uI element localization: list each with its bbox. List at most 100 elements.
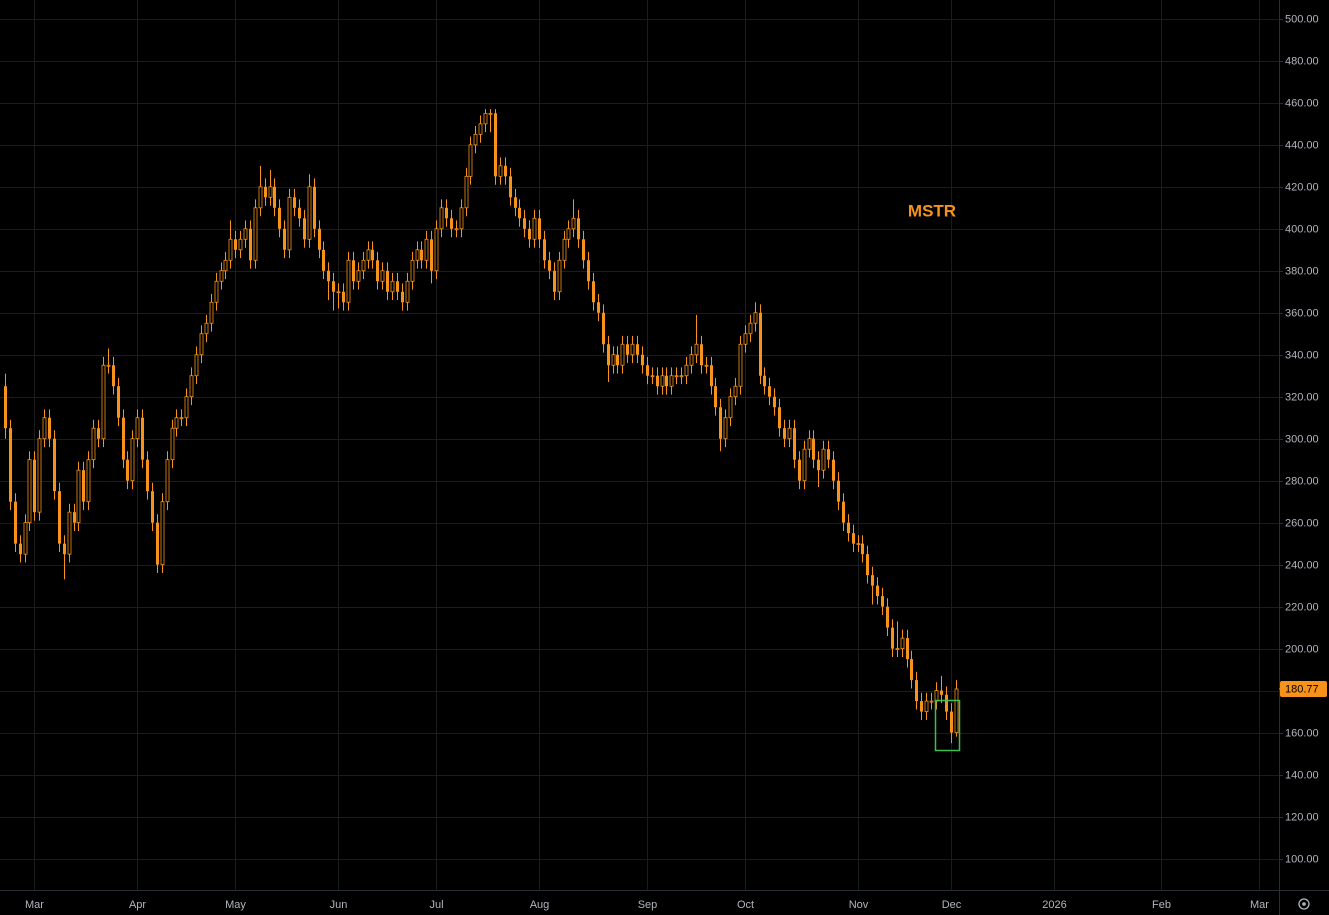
candle-body	[293, 197, 296, 208]
y-tick-label: 160.00	[1285, 727, 1319, 739]
candle-body	[665, 375, 668, 387]
x-tick-label: Nov	[849, 899, 869, 911]
candle-body	[410, 259, 415, 282]
candle-body	[557, 259, 562, 293]
candle-body	[886, 606, 889, 628]
y-tick-label: 140.00	[1285, 769, 1319, 781]
candle-body	[738, 343, 743, 387]
candle-body	[287, 196, 292, 251]
candle-body	[141, 417, 144, 460]
candle-body	[773, 396, 776, 408]
candle-body	[386, 270, 389, 292]
candle-body	[63, 543, 66, 555]
candle-body	[763, 375, 766, 387]
candle-body	[950, 711, 953, 733]
candle-body	[798, 459, 801, 481]
candle-body	[204, 322, 209, 335]
candle-body	[498, 165, 503, 177]
candle-body	[135, 417, 140, 440]
candle-body	[679, 375, 684, 378]
candle-body	[817, 459, 820, 471]
y-tick-label: 340.00	[1285, 349, 1319, 361]
candle-body	[14, 501, 17, 544]
candle-body	[53, 438, 56, 492]
axes: 100.00120.00140.00160.00180.00200.00220.…	[25, 13, 1327, 911]
candle-body	[19, 543, 22, 555]
candle-body	[194, 354, 199, 377]
candle-body	[401, 291, 404, 303]
candle-body	[268, 186, 273, 198]
candle-body	[607, 344, 610, 366]
candle-body	[390, 280, 395, 293]
candle-body	[832, 459, 835, 481]
candle-body	[611, 354, 616, 366]
candle-body	[827, 449, 830, 460]
candle-body	[9, 428, 12, 502]
y-tick-label: 320.00	[1285, 391, 1319, 403]
candle-body	[866, 554, 869, 576]
candle-body	[165, 459, 170, 503]
candle-body	[759, 312, 762, 376]
y-tick-label: 360.00	[1285, 307, 1319, 319]
candle-body	[420, 249, 423, 261]
candle-body	[313, 186, 316, 229]
last-price-label: 180.77	[1285, 683, 1319, 695]
candle-body	[307, 186, 312, 240]
candle-body	[847, 522, 850, 534]
candle-body	[117, 386, 120, 418]
candle-body	[439, 207, 444, 230]
candle-body	[753, 312, 758, 324]
candle-body	[842, 501, 845, 523]
candle-body	[76, 469, 81, 524]
settings-icon[interactable]	[1298, 898, 1310, 910]
candle-body	[73, 512, 76, 523]
candle-body	[656, 375, 659, 387]
candle-body	[669, 375, 674, 387]
candle-body	[700, 344, 703, 366]
candle-body	[494, 113, 497, 177]
y-tick-label: 220.00	[1285, 601, 1319, 613]
y-tick-label: 100.00	[1285, 853, 1319, 865]
candle-body	[543, 239, 546, 261]
candle-body	[929, 700, 934, 703]
candle-body	[714, 386, 717, 408]
candle-body	[298, 207, 301, 219]
x-tick-label: Aug	[530, 899, 550, 911]
candle-body	[283, 228, 286, 250]
x-tick-label: Dec	[942, 899, 962, 911]
candle-body	[674, 375, 679, 378]
x-tick-label: Jun	[330, 899, 348, 911]
candle-body	[518, 207, 521, 219]
candle-body	[577, 218, 580, 240]
candle-body	[430, 239, 433, 271]
candle-body	[532, 217, 537, 240]
y-tick-label: 440.00	[1285, 139, 1319, 151]
candle-body	[733, 385, 738, 398]
candle-body	[101, 364, 106, 440]
candle-body	[264, 186, 267, 198]
y-tick-label: 460.00	[1285, 97, 1319, 109]
candle-body	[332, 281, 335, 292]
candles	[4, 109, 959, 744]
candle-body	[174, 417, 179, 429]
candle-body	[924, 700, 929, 712]
candle-body	[243, 228, 248, 240]
candle-body	[650, 375, 655, 378]
y-tick-label: 500.00	[1285, 13, 1319, 25]
candle-body	[91, 427, 96, 461]
candle-body	[464, 175, 469, 209]
candle-body	[478, 123, 483, 135]
candle-body	[86, 459, 91, 503]
grid	[0, 0, 1279, 890]
candle-body	[915, 680, 918, 702]
candle-body	[396, 281, 399, 292]
candle-body	[97, 428, 100, 439]
candle-body	[852, 533, 855, 544]
candle-body	[336, 291, 341, 294]
candle-body	[562, 238, 567, 261]
x-tick-label: Oct	[737, 899, 754, 911]
candle-body	[273, 186, 276, 208]
candle-body	[641, 354, 644, 366]
candle-body	[371, 249, 374, 261]
